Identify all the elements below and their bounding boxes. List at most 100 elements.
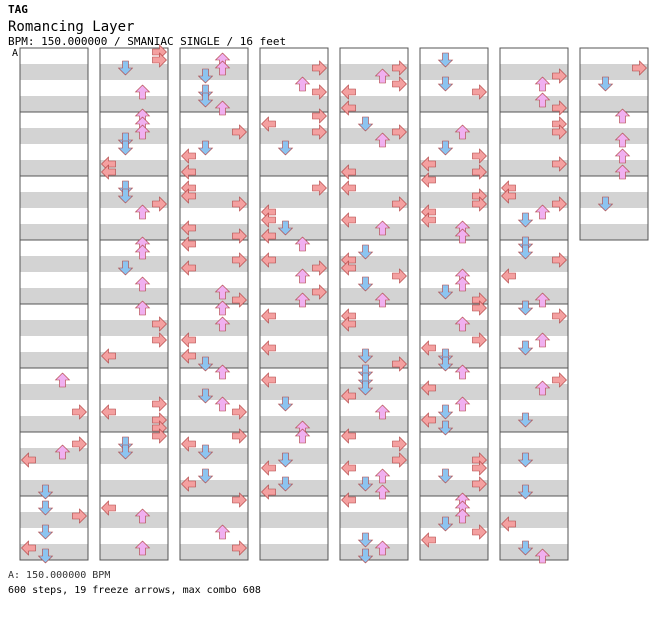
- left-arrow-icon: [181, 148, 196, 164]
- up-arrow-icon: [374, 484, 391, 500]
- down-arrow-icon: [37, 548, 54, 564]
- right-arrow-icon: [392, 268, 407, 284]
- down-arrow-icon: [197, 444, 214, 460]
- left-arrow-icon: [181, 188, 196, 204]
- down-arrow-icon: [277, 220, 294, 236]
- down-arrow-icon: [437, 420, 454, 436]
- up-arrow-icon: [614, 108, 631, 124]
- down-arrow-icon: [517, 236, 534, 252]
- right-arrow-icon: [552, 372, 567, 388]
- left-arrow-icon: [341, 316, 356, 332]
- left-arrow-icon: [341, 460, 356, 476]
- right-arrow-icon: [152, 332, 167, 348]
- right-arrow-icon: [232, 228, 247, 244]
- up-arrow-icon: [454, 228, 471, 244]
- down-arrow-icon: [437, 140, 454, 156]
- down-arrow-icon: [357, 244, 374, 260]
- up-arrow-icon: [374, 292, 391, 308]
- right-arrow-icon: [472, 196, 487, 212]
- chart-column-7: [499, 47, 569, 564]
- down-arrow-icon: [597, 196, 614, 212]
- down-arrow-icon: [517, 300, 534, 316]
- left-arrow-icon: [21, 540, 36, 556]
- down-arrow-icon: [437, 348, 454, 364]
- up-arrow-icon: [294, 292, 311, 308]
- up-arrow-icon: [214, 364, 231, 380]
- down-arrow-icon: [277, 396, 294, 412]
- right-arrow-icon: [392, 452, 407, 468]
- down-arrow-icon: [197, 140, 214, 156]
- right-arrow-icon: [392, 124, 407, 140]
- down-arrow-icon: [437, 76, 454, 92]
- down-arrow-icon: [517, 540, 534, 556]
- down-arrow-icon: [117, 444, 134, 460]
- left-arrow-icon: [261, 460, 276, 476]
- chart-column-1: [19, 47, 89, 564]
- left-arrow-icon: [181, 348, 196, 364]
- down-arrow-icon: [197, 68, 214, 84]
- up-arrow-icon: [374, 68, 391, 84]
- left-arrow-icon: [181, 236, 196, 252]
- up-arrow-icon: [54, 444, 71, 460]
- up-arrow-icon: [454, 508, 471, 524]
- up-arrow-icon: [614, 148, 631, 164]
- chart-column-3: [179, 47, 249, 561]
- right-arrow-icon: [72, 404, 87, 420]
- right-arrow-icon: [232, 492, 247, 508]
- right-arrow-icon: [232, 292, 247, 308]
- right-arrow-icon: [232, 428, 247, 444]
- left-arrow-icon: [421, 532, 436, 548]
- down-arrow-icon: [197, 92, 214, 108]
- down-arrow-icon: [517, 244, 534, 260]
- up-arrow-icon: [134, 540, 151, 556]
- right-arrow-icon: [472, 524, 487, 540]
- down-arrow-icon: [117, 260, 134, 276]
- right-arrow-icon: [312, 60, 327, 76]
- up-arrow-icon: [374, 468, 391, 484]
- left-arrow-icon: [501, 188, 516, 204]
- down-arrow-icon: [357, 276, 374, 292]
- up-arrow-icon: [534, 204, 551, 220]
- down-arrow-icon: [277, 452, 294, 468]
- up-arrow-icon: [534, 332, 551, 348]
- right-arrow-icon: [232, 252, 247, 268]
- left-arrow-icon: [181, 220, 196, 236]
- right-arrow-icon: [312, 180, 327, 196]
- left-arrow-icon: [341, 212, 356, 228]
- left-arrow-icon: [341, 260, 356, 276]
- down-arrow-icon: [117, 132, 134, 148]
- left-arrow-icon: [181, 260, 196, 276]
- chart-meta: BPM: 150.000000 / SMANIAC SINGLE / 16 fe…: [8, 35, 287, 48]
- down-arrow-icon: [117, 140, 134, 156]
- left-arrow-icon: [261, 228, 276, 244]
- down-arrow-icon: [517, 484, 534, 500]
- down-arrow-icon: [357, 372, 374, 388]
- down-arrow-icon: [197, 356, 214, 372]
- down-arrow-icon: [437, 356, 454, 372]
- up-arrow-icon: [214, 100, 231, 116]
- down-arrow-icon: [357, 116, 374, 132]
- down-arrow-icon: [117, 436, 134, 452]
- down-arrow-icon: [437, 404, 454, 420]
- right-arrow-icon: [152, 196, 167, 212]
- right-arrow-icon: [312, 124, 327, 140]
- right-arrow-icon: [472, 84, 487, 100]
- up-arrow-icon: [374, 132, 391, 148]
- down-arrow-icon: [357, 532, 374, 548]
- down-arrow-icon: [437, 468, 454, 484]
- left-arrow-icon: [341, 492, 356, 508]
- down-arrow-icon: [277, 476, 294, 492]
- left-arrow-icon: [261, 372, 276, 388]
- left-arrow-icon: [421, 172, 436, 188]
- right-arrow-icon: [392, 196, 407, 212]
- chart-column-5: [339, 47, 409, 564]
- right-arrow-icon: [392, 60, 407, 76]
- down-arrow-icon: [437, 284, 454, 300]
- up-arrow-icon: [134, 244, 151, 260]
- up-arrow-icon: [374, 404, 391, 420]
- up-arrow-icon: [454, 396, 471, 412]
- left-arrow-icon: [181, 436, 196, 452]
- up-arrow-icon: [534, 380, 551, 396]
- right-arrow-icon: [152, 428, 167, 444]
- right-arrow-icon: [312, 108, 327, 124]
